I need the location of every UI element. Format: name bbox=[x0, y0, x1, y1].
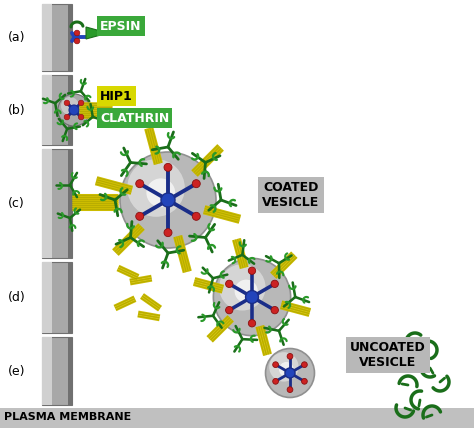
Text: (b): (b) bbox=[8, 104, 26, 116]
Bar bbox=[42, 262, 72, 333]
Bar bbox=[68, 149, 72, 258]
Bar bbox=[42, 4, 53, 71]
Circle shape bbox=[146, 178, 175, 207]
Bar bbox=[68, 4, 72, 71]
Text: HIP1: HIP1 bbox=[100, 89, 133, 102]
Circle shape bbox=[64, 114, 70, 120]
Circle shape bbox=[279, 362, 294, 377]
Circle shape bbox=[265, 348, 314, 398]
Circle shape bbox=[219, 264, 265, 311]
Circle shape bbox=[248, 267, 255, 274]
Circle shape bbox=[301, 362, 307, 368]
Circle shape bbox=[248, 320, 255, 327]
Circle shape bbox=[235, 279, 258, 303]
Bar bbox=[42, 75, 72, 145]
Circle shape bbox=[69, 105, 79, 115]
Circle shape bbox=[161, 193, 175, 207]
Text: (c): (c) bbox=[8, 196, 25, 209]
Polygon shape bbox=[86, 27, 108, 39]
Circle shape bbox=[74, 38, 80, 44]
Text: CLATHRIN: CLATHRIN bbox=[100, 112, 169, 125]
Circle shape bbox=[58, 94, 90, 126]
Circle shape bbox=[271, 280, 278, 288]
Bar bbox=[42, 149, 53, 258]
Circle shape bbox=[192, 212, 201, 220]
Bar bbox=[42, 75, 53, 145]
Text: (d): (d) bbox=[8, 291, 26, 303]
Circle shape bbox=[287, 387, 293, 392]
Text: (e): (e) bbox=[8, 365, 26, 377]
Circle shape bbox=[226, 280, 233, 288]
Text: PLASMA MEMBRANE: PLASMA MEMBRANE bbox=[4, 412, 131, 422]
Circle shape bbox=[164, 229, 172, 237]
Circle shape bbox=[136, 180, 144, 188]
Circle shape bbox=[61, 97, 79, 115]
Text: (a): (a) bbox=[8, 30, 26, 44]
Bar bbox=[68, 75, 72, 145]
Circle shape bbox=[287, 354, 293, 359]
Circle shape bbox=[285, 368, 295, 378]
Bar bbox=[42, 262, 53, 333]
Circle shape bbox=[164, 163, 172, 171]
Circle shape bbox=[301, 378, 307, 384]
Circle shape bbox=[64, 100, 70, 106]
Circle shape bbox=[213, 259, 291, 336]
Bar bbox=[42, 337, 72, 405]
Circle shape bbox=[273, 378, 278, 384]
Circle shape bbox=[136, 212, 144, 220]
Bar bbox=[68, 337, 72, 405]
Bar bbox=[42, 337, 53, 405]
Circle shape bbox=[192, 180, 201, 188]
Text: COATED
VESICLE: COATED VESICLE bbox=[262, 181, 319, 209]
Circle shape bbox=[271, 306, 278, 314]
Bar bbox=[42, 149, 72, 258]
Text: UNCOATED
VESICLE: UNCOATED VESICLE bbox=[350, 341, 426, 369]
Circle shape bbox=[78, 114, 84, 120]
Circle shape bbox=[226, 306, 233, 314]
Bar bbox=[42, 4, 72, 71]
Text: EPSIN: EPSIN bbox=[100, 20, 142, 33]
Circle shape bbox=[120, 152, 216, 248]
Bar bbox=[68, 262, 72, 333]
Circle shape bbox=[78, 100, 84, 106]
Circle shape bbox=[127, 159, 185, 217]
Circle shape bbox=[74, 30, 80, 36]
Circle shape bbox=[269, 352, 299, 382]
Circle shape bbox=[246, 291, 258, 303]
Circle shape bbox=[273, 362, 278, 368]
Bar bbox=[0, 408, 474, 428]
